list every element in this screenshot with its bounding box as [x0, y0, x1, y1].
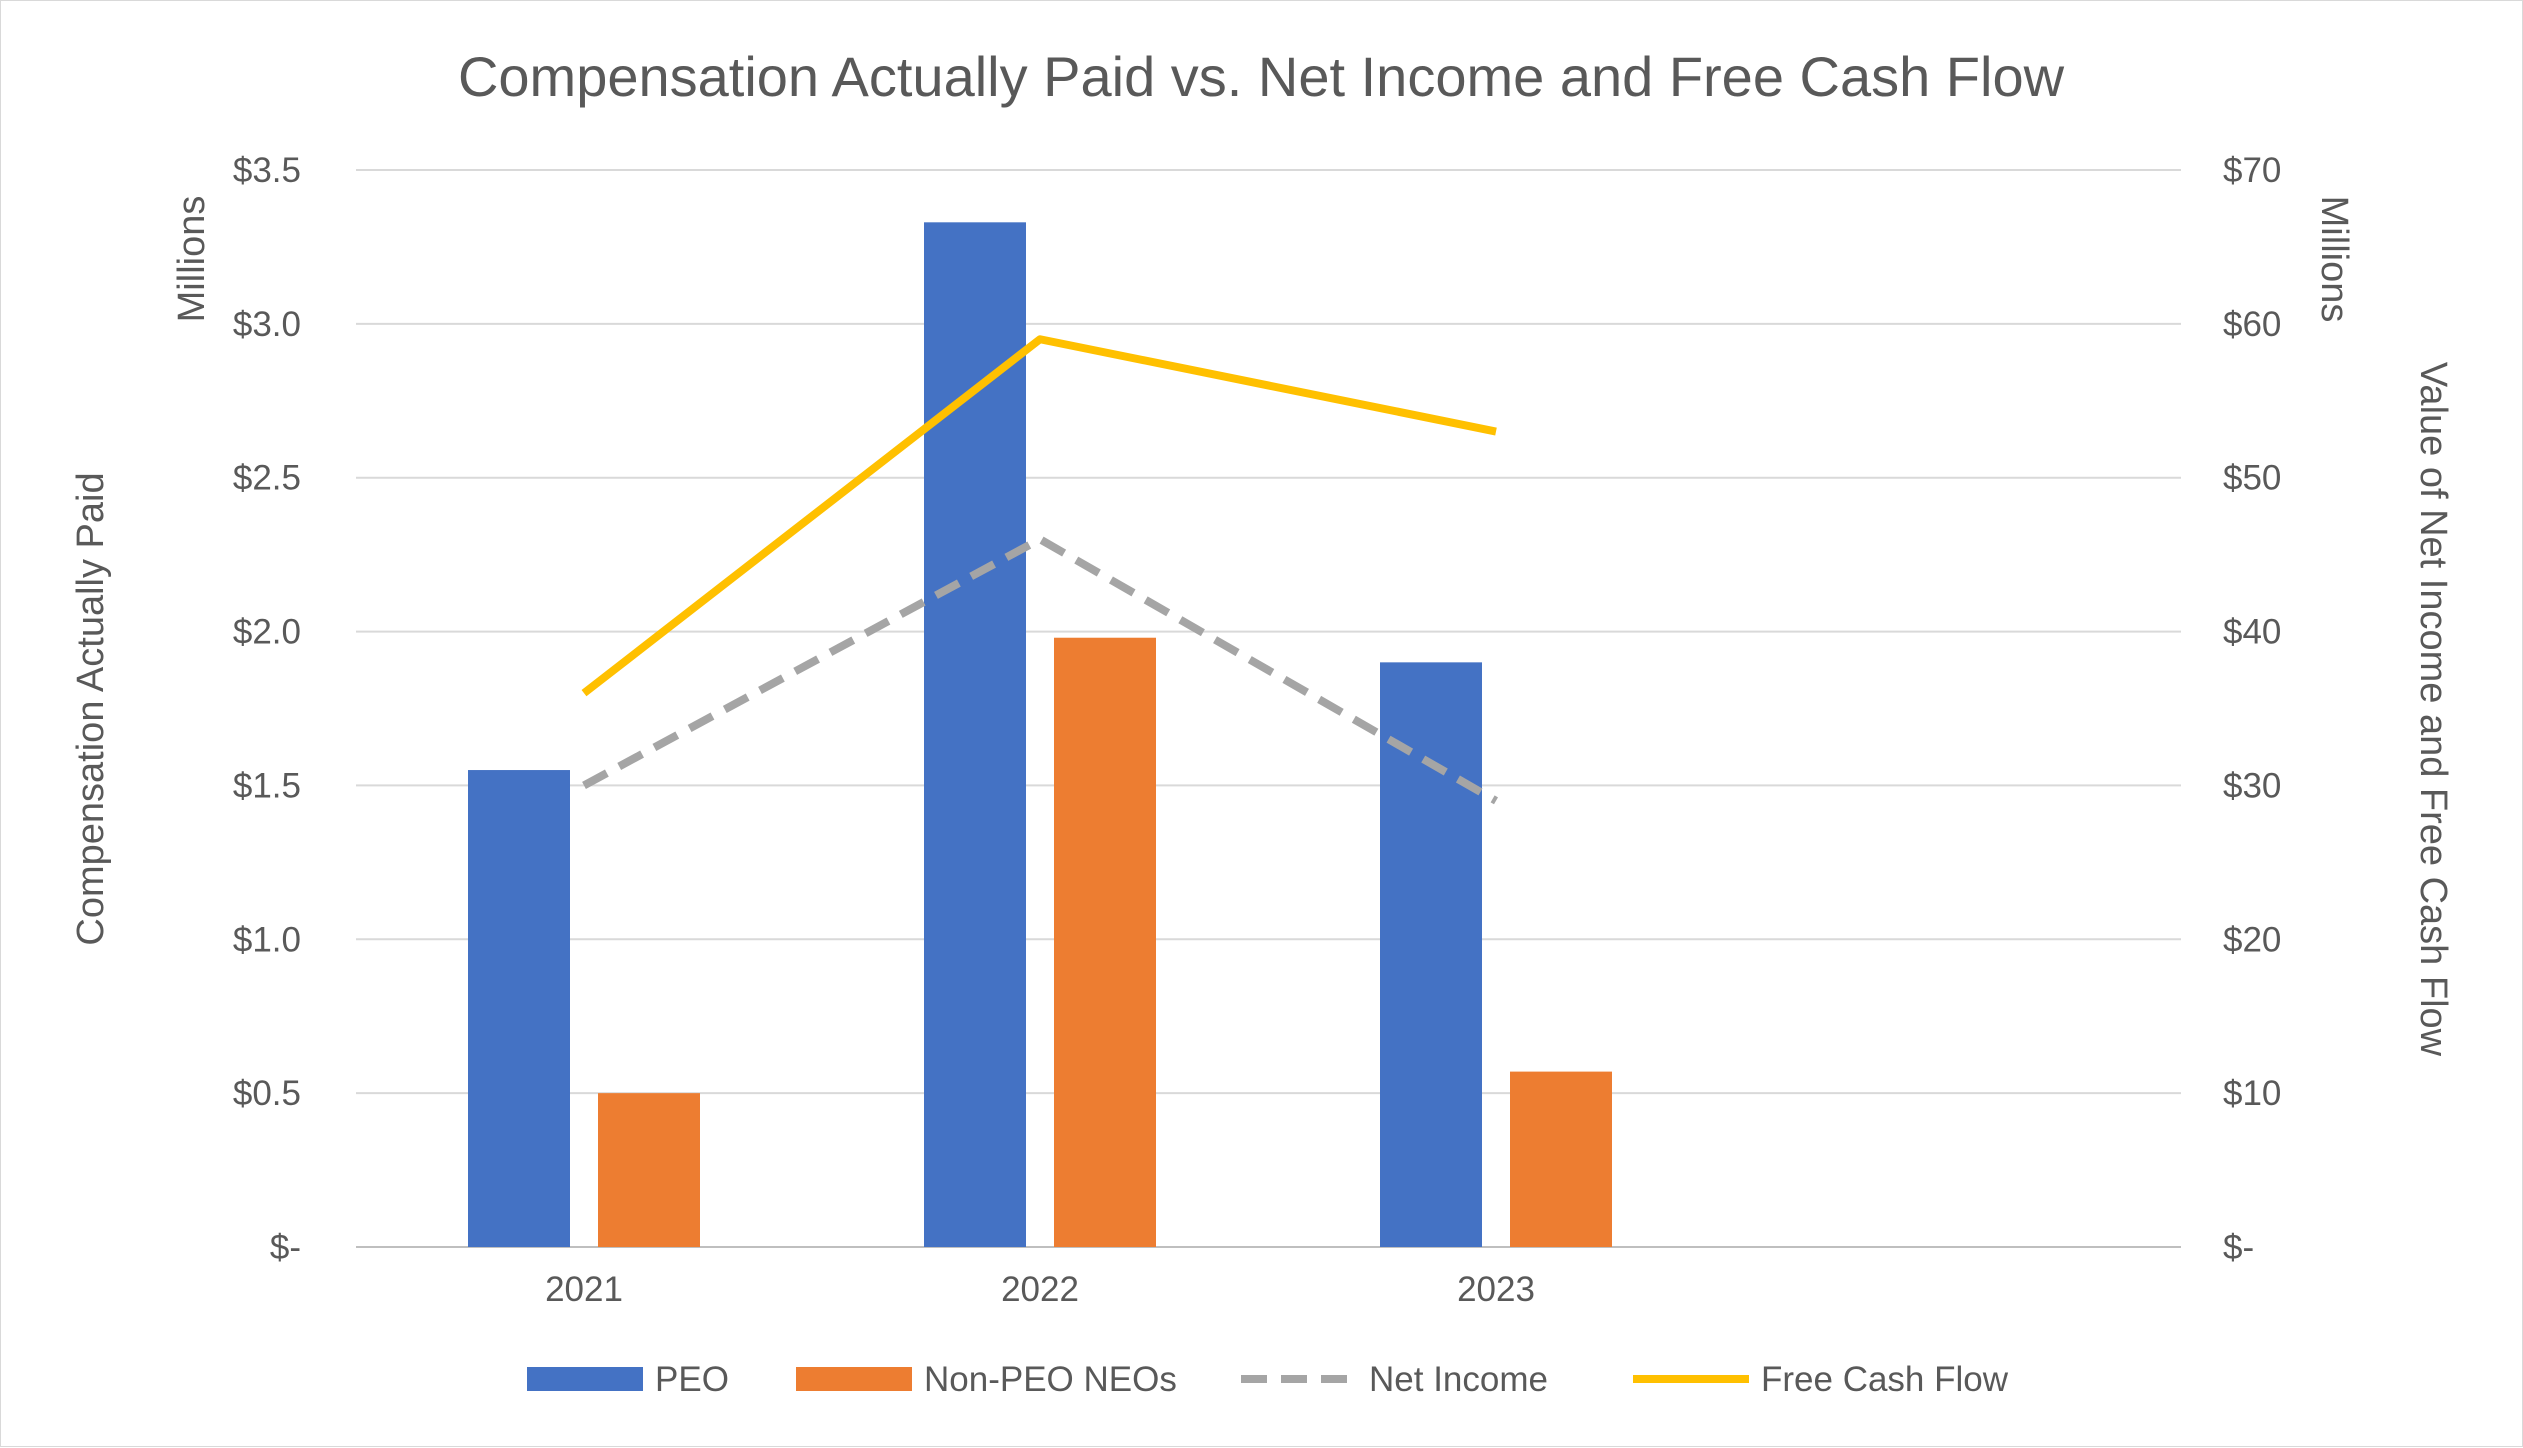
chart-title: Compensation Actually Paid vs. Net Incom… — [458, 45, 2065, 108]
left-axis-units-label: Millions — [171, 196, 213, 323]
left-axis-tick-label: $1.5 — [233, 766, 301, 805]
gridlines — [356, 169, 2181, 1248]
left-axis-tick-label: $2.5 — [233, 459, 301, 498]
left-axis-tick-label: $3.5 — [233, 151, 301, 190]
right-axis-units-label: Millions — [2313, 196, 2355, 323]
right-axis-tick-label: $20 — [2223, 920, 2281, 959]
legend-swatch-non-peo-neos — [796, 1367, 912, 1391]
right-axis-tick-label: $50 — [2223, 459, 2281, 498]
bar-non-peo-neos-2022 — [1054, 637, 1156, 1247]
right-axis-tick-label: $70 — [2223, 151, 2281, 190]
right-axis-tick-label: $40 — [2223, 613, 2281, 652]
left-axis-tick-label: $0.5 — [233, 1074, 301, 1113]
right-axis-tick-label: $60 — [2223, 305, 2281, 344]
bars — [468, 222, 1612, 1248]
line-free-cash-flow — [581, 335, 1497, 697]
legend-label-peo: PEO — [655, 1360, 729, 1399]
right-axis-tick-label: $10 — [2223, 1074, 2281, 1113]
left-axis-tick-label: $3.0 — [233, 305, 301, 344]
legend-label-non-peo-neos: Non-PEO NEOs — [924, 1360, 1177, 1399]
legend-label-free-cash-flow: Free Cash Flow — [1761, 1360, 2009, 1399]
x-axis-tick-label: 2022 — [1001, 1270, 1079, 1309]
right-axis-tick-label: $30 — [2223, 766, 2281, 805]
legend-swatch-peo — [527, 1367, 643, 1391]
right-axis-tick-label: $- — [2223, 1228, 2254, 1267]
series-lines — [581, 335, 1498, 805]
legend-label-net-income: Net Income — [1369, 1360, 1548, 1399]
legend: PEO Non-PEO NEOs Net Income Free Cash Flow — [527, 1360, 2009, 1399]
bar-peo-2021 — [468, 770, 570, 1247]
line-net-income — [582, 535, 1498, 805]
bar-non-peo-neos-2023 — [1510, 1071, 1612, 1247]
left-axis-tick-label: $2.0 — [233, 613, 301, 652]
left-axis-tick-label: $- — [270, 1228, 301, 1267]
x-axis-tick-label: 2023 — [1457, 1270, 1535, 1309]
tick-labels: $- $0.5 $1.0 $1.5 $2.0 $2.5 $3.0 $3.5 $- $10 $20 $3… — [233, 151, 2282, 1309]
bar-peo-2022 — [924, 222, 1026, 1248]
bar-non-peo-neos-2021 — [598, 1093, 700, 1247]
left-axis-tick-label: $1.0 — [233, 920, 301, 959]
x-axis-tick-label: 2021 — [545, 1270, 623, 1309]
bar-peo-2023 — [1380, 662, 1482, 1247]
right-axis-title: Value of Net Income and Free Cash Flow — [2412, 362, 2454, 1057]
left-axis-title: Compensation Actually Paid — [70, 472, 112, 945]
